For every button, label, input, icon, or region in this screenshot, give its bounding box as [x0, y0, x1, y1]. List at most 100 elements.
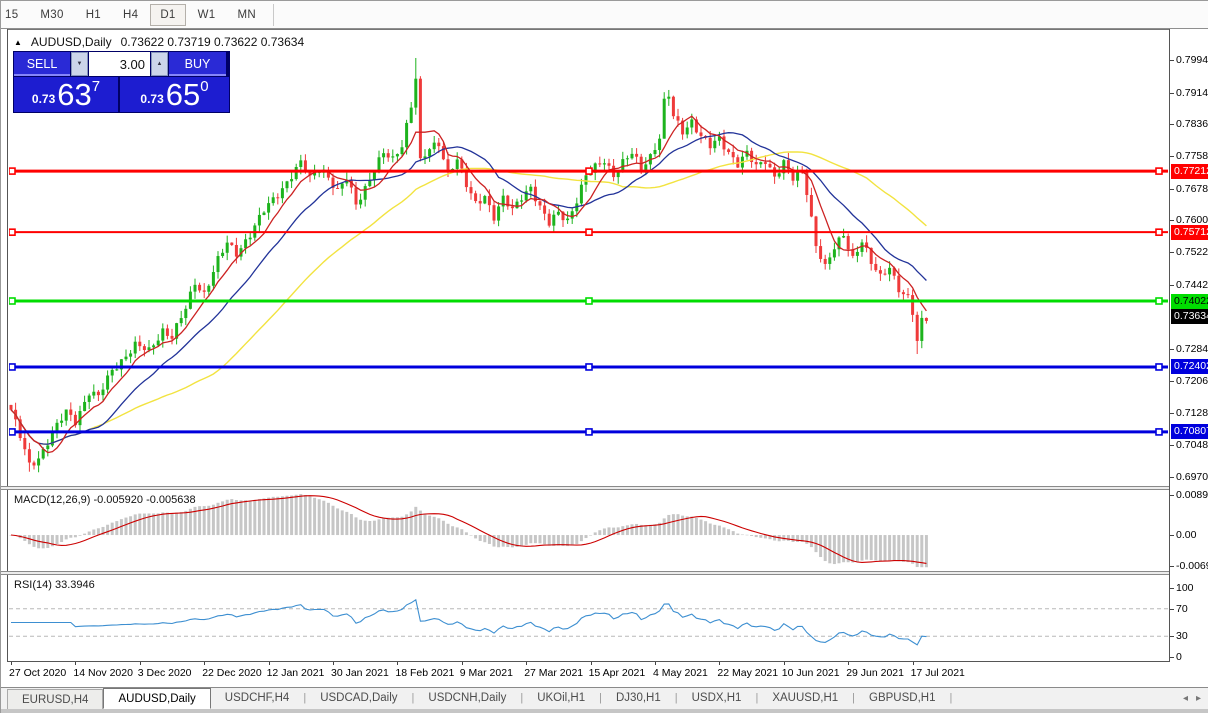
- tab-scroll-arrows: ◂ ▸: [1183, 688, 1208, 709]
- rsi-tick-label: 0: [1176, 651, 1182, 663]
- tab-divider: |: [949, 692, 953, 704]
- tab-audusd-daily[interactable]: AUDUSD,Daily: [103, 688, 211, 709]
- price-tick: [1170, 188, 1174, 190]
- macd-panel[interactable]: [9, 491, 1168, 571]
- panel-divider-rsi[interactable]: [1, 571, 1208, 575]
- tab-scroll-left-icon[interactable]: ◂: [1182, 693, 1188, 704]
- bottom-strip: [1, 709, 1208, 713]
- rsi-tick: [1170, 636, 1174, 638]
- panel-divider-macd[interactable]: [1, 486, 1208, 490]
- price-badge: 0.73634: [1171, 309, 1208, 325]
- price-tick: [1170, 220, 1174, 222]
- date-label: 4 May 2021: [653, 667, 708, 679]
- chart-tabs-bar: EURUSD,H4 AUDUSD,Daily USDCHF,H4 | USDCAD,Da…: [1, 687, 1208, 709]
- rsi-tick: [1170, 657, 1174, 658]
- spinner-down-icon: ▼: [76, 61, 83, 67]
- main-price-chart[interactable]: [9, 30, 1168, 486]
- date-tick: [719, 662, 721, 665]
- tab-gbpusd-h1[interactable]: GBPUSD,H1: [869, 692, 936, 704]
- tab-usdx-h1[interactable]: USDX,H1: [691, 692, 742, 704]
- date-label: 27 Mar 2021: [524, 667, 584, 679]
- sell-price-pipette: 7: [91, 78, 101, 95]
- date-tick: [590, 662, 592, 665]
- price-tick: [1170, 412, 1174, 414]
- price-tick: [1170, 284, 1174, 286]
- rsi-tick-label: 30: [1176, 630, 1188, 643]
- timeframe-h1[interactable]: H1: [85, 8, 101, 21]
- timeframe-m30[interactable]: M30: [40, 8, 64, 21]
- price-badge: 0.72402: [1171, 359, 1208, 375]
- price-tick: [1170, 156, 1174, 158]
- volume-decrease-button[interactable]: ▼: [71, 52, 88, 76]
- sell-price-main: 63: [57, 77, 92, 112]
- rsi-panel[interactable]: [9, 576, 1168, 661]
- price-badge: 0.70807: [1171, 424, 1208, 440]
- buy-price-main: 65: [165, 77, 201, 112]
- timeframe-mn[interactable]: MN: [237, 8, 256, 21]
- date-tick: [526, 662, 528, 665]
- plot-left-border: [7, 29, 8, 662]
- ohlc-values: 0.73622 0.73719 0.73622 0.73634: [120, 35, 305, 49]
- timeframe-w1[interactable]: W1: [197, 8, 216, 21]
- date-tick: [204, 662, 206, 665]
- date-label: 30 Jan 2021: [331, 667, 389, 679]
- tab-xauusd-h1[interactable]: XAUUSD,H1: [772, 692, 839, 704]
- collapse-icon[interactable]: ▲: [14, 37, 22, 47]
- tab-eurusd-h4[interactable]: EURUSD,H4: [7, 689, 104, 709]
- plot-top-border: [7, 29, 1170, 30]
- price-tick: [1170, 380, 1174, 382]
- tab-dj30-h1[interactable]: DJ30,H1: [616, 692, 661, 704]
- tab-divider: |: [520, 692, 524, 704]
- tab-usdcad-daily[interactable]: USDCAD,Daily: [320, 692, 398, 704]
- price-tick: [1170, 477, 1174, 478]
- rsi-tick: [1170, 608, 1174, 610]
- symbol-period-label: AUDUSD,Daily: [30, 35, 112, 49]
- rsi-tick-label: 100: [1176, 582, 1194, 594]
- tab-ukoil-h1[interactable]: UKOil,H1: [537, 692, 586, 704]
- rsi-label: RSI(14) 33.3946: [14, 579, 95, 591]
- spinner-up-icon: ▲: [156, 61, 163, 67]
- price-tick: [1170, 60, 1174, 61]
- sell-price-prefix: 0.73: [31, 92, 56, 106]
- date-label: 12 Jan 2021: [266, 667, 325, 679]
- tabs: EURUSD,H4 AUDUSD,Daily USDCHF,H4 | USDCAD,Da…: [7, 688, 952, 709]
- timeframe-d1[interactable]: D1: [150, 3, 186, 26]
- date-label: 3 Dec 2020: [137, 667, 192, 679]
- tab-usdchf-h4[interactable]: USDCHF,H4: [224, 692, 290, 704]
- date-tick: [139, 662, 141, 665]
- tab-divider: |: [411, 692, 415, 704]
- buy-price-display[interactable]: 0.73 65 0: [120, 77, 229, 112]
- volume-increase-button[interactable]: ▲: [151, 52, 168, 76]
- price-badge: 0.75712: [1171, 224, 1208, 240]
- macd-tick: [1170, 495, 1174, 497]
- macd-tick: [1170, 566, 1174, 568]
- timeframe-15[interactable]: 15: [5, 8, 19, 21]
- macd-tick: [1170, 535, 1174, 537]
- timeframe-h4[interactable]: H4: [123, 8, 139, 21]
- date-tick: [397, 662, 399, 665]
- tab-usdcnh-daily[interactable]: USDCNH,Daily: [428, 692, 507, 704]
- volume-input[interactable]: [89, 52, 150, 76]
- rsi-tick-label: 70: [1176, 602, 1188, 615]
- date-tick: [655, 662, 656, 665]
- buy-button[interactable]: BUY: [169, 52, 226, 76]
- sell-price-display[interactable]: 0.73 63 7: [14, 77, 118, 112]
- tab-divider: |: [303, 692, 307, 704]
- sell-button[interactable]: SELL: [14, 52, 70, 76]
- time-axis[interactable]: 27 Oct 2020 14 Nov 2020 3 Dec 2020 22 Dec 2…: [9, 662, 1169, 687]
- tab-scroll-right-icon[interactable]: ▸: [1195, 693, 1201, 704]
- price-badge: 0.74022: [1171, 293, 1208, 309]
- date-tick: [11, 662, 12, 665]
